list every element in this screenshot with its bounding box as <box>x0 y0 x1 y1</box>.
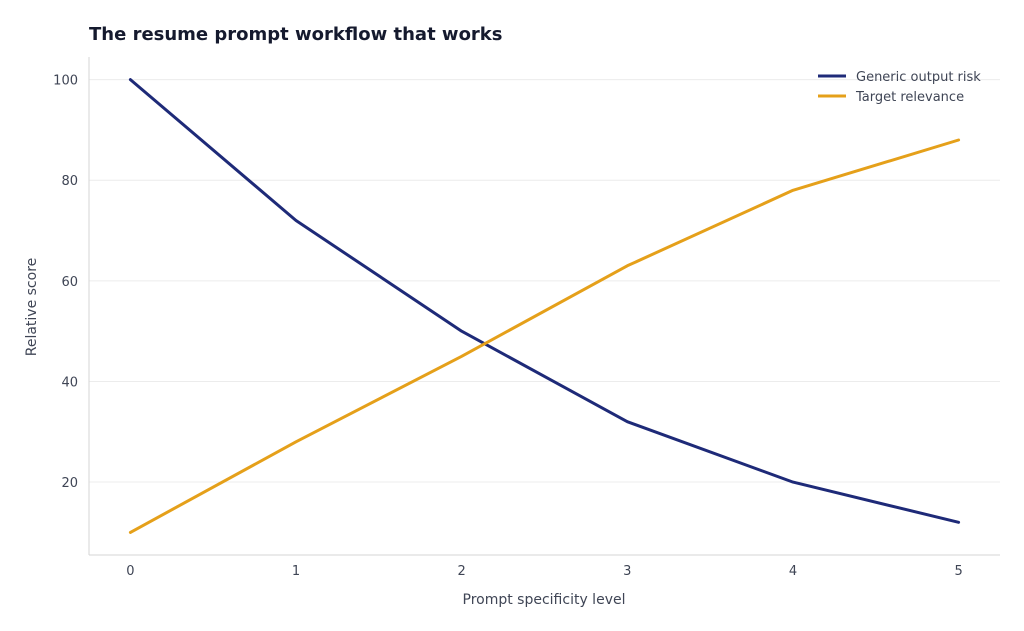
grid <box>89 79 1000 483</box>
y-tick-label: 60 <box>61 275 78 290</box>
x-tick-label: 0 <box>126 564 134 579</box>
legend: Generic output risk Target relevance <box>818 70 981 105</box>
legend-label: Generic output risk <box>856 70 981 85</box>
series-lines <box>128 78 961 534</box>
y-tick-label: 20 <box>61 476 78 491</box>
chart-title: The resume prompt workflow that works <box>89 24 503 45</box>
y-tick-label: 40 <box>61 375 78 390</box>
x-axis-label: Prompt specificity level <box>463 592 626 608</box>
x-tick-label: 5 <box>954 564 962 579</box>
x-tick-label: 2 <box>458 564 466 579</box>
x-tick-label: 3 <box>623 564 631 579</box>
series-line-2 <box>128 138 961 534</box>
y-tick-label: 80 <box>61 174 78 189</box>
legend-label: Target relevance <box>855 90 964 105</box>
y-axis-label: Relative score <box>24 258 40 357</box>
x-tick-label: 4 <box>789 564 797 579</box>
series-line-1 <box>128 78 961 524</box>
y-tick-label: 100 <box>53 74 78 89</box>
x-tick-label: 1 <box>292 564 300 579</box>
axes: 20 40 60 80 100 0 1 2 3 4 5 <box>53 57 1000 579</box>
